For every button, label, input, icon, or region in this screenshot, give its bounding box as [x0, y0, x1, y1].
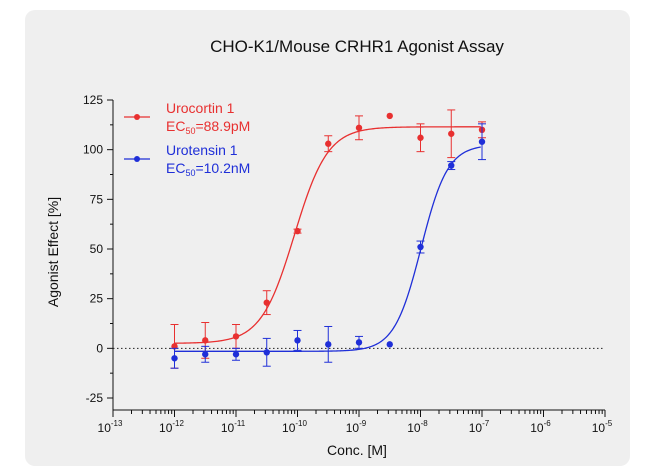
y-tick-label: 25: [90, 292, 104, 306]
data-point: [202, 337, 209, 344]
legend-marker-urotensin: [134, 156, 140, 162]
x-tick-label: 10-11: [221, 419, 246, 435]
data-point: [263, 349, 270, 356]
x-tick-label: 10-8: [407, 419, 428, 435]
x-tick-label: 10-12: [159, 419, 184, 435]
data-point: [202, 351, 209, 358]
y-tick-label: 125: [83, 93, 103, 107]
y-tick-label: 0: [96, 341, 103, 355]
data-point: [294, 337, 301, 344]
legend-label-urotensin: Urotensin 1: [166, 142, 238, 158]
data-point: [448, 162, 455, 169]
legend-ec50-urocortin: EC50=88.9pM: [166, 118, 250, 136]
x-tick-label: 10-9: [346, 419, 367, 435]
fit-curve-1: [174, 146, 481, 352]
legend-marker-urocortin: [134, 114, 140, 120]
data-point: [171, 355, 178, 362]
y-tick-label: 50: [90, 242, 104, 256]
y-axis-ticks: 125 100 75 50 25 0 -25: [83, 93, 113, 405]
data-point: [448, 130, 455, 137]
x-axis-ticks: 10-13 10-12 10-11 10-10 10-9 10-8 10-7 10-6 10-5: [98, 410, 613, 435]
fit-curve-0: [174, 126, 481, 344]
y-axis-label: Agonist Effect [%]: [45, 197, 61, 307]
chart-card: [25, 10, 630, 466]
y-tick-label: -25: [86, 391, 104, 405]
x-axis-label: Conc. [M]: [327, 442, 387, 458]
data-points: [170, 109, 486, 369]
legend-item-urotensin: Urotensin 1 EC50=10.2nM: [124, 142, 250, 178]
x-tick-label: 10-6: [530, 419, 551, 435]
legend: Urocortin 1 EC50=88.9pM Urotensin 1 EC50…: [124, 100, 250, 178]
data-point: [386, 112, 393, 120]
data-point: [355, 124, 363, 132]
data-point: [232, 333, 240, 340]
legend-item-urocortin: Urocortin 1 EC50=88.9pM: [124, 100, 250, 136]
data-point: [325, 341, 332, 348]
data-point: [386, 341, 393, 348]
y-tick-label: 75: [90, 192, 104, 206]
data-point: [263, 299, 270, 306]
data-point: [417, 243, 424, 251]
data-point: [325, 140, 332, 147]
data-point: [355, 339, 363, 346]
x-tick-label: 10-10: [282, 419, 307, 435]
legend-ec50-urotensin: EC50=10.2nM: [166, 160, 250, 178]
y-tick-label: 100: [83, 143, 103, 157]
data-point: [232, 351, 240, 358]
data-point: [417, 134, 424, 141]
fit-curves: [174, 126, 481, 352]
chart-title: CHO-K1/Mouse CRHR1 Agonist Assay: [210, 37, 504, 56]
legend-label-urocortin: Urocortin 1: [166, 100, 235, 116]
x-tick-label: 10-7: [469, 419, 490, 435]
data-point: [478, 138, 486, 145]
data-point: [294, 227, 301, 235]
x-tick-label: 10-5: [592, 419, 613, 435]
x-tick-label: 10-13: [98, 419, 123, 435]
